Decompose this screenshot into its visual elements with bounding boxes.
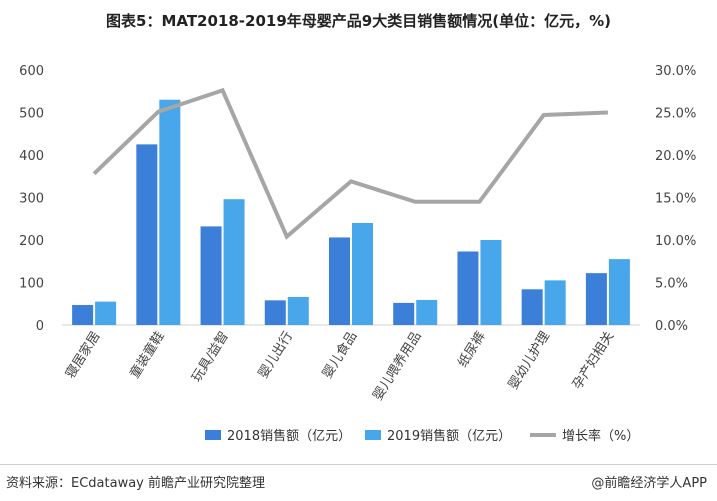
bar-2018-3 bbox=[200, 226, 222, 325]
bar-2019-5 bbox=[352, 223, 373, 325]
legend-item-2018: 2018销售额（亿元） bbox=[205, 425, 351, 444]
x-category-label: 童装童鞋 bbox=[127, 329, 168, 382]
bar-2019-9 bbox=[608, 259, 630, 325]
footer-divider bbox=[0, 464, 717, 465]
bar-2019-1 bbox=[95, 301, 117, 325]
growth-line bbox=[92, 87, 608, 240]
y-left-tick-label: 200 bbox=[19, 234, 44, 249]
brand-note: @前瞻经济学人APP bbox=[591, 476, 707, 491]
legend-label-2019: 2019销售额（亿元） bbox=[387, 429, 512, 444]
y-right-tick-label: 5.0% bbox=[655, 277, 688, 292]
legend-item-2019: 2019销售额（亿元） bbox=[365, 425, 511, 444]
source-note: 资料来源：ECdataway 前瞻产业研究院整理 bbox=[6, 476, 265, 491]
y-left-tick-label: 100 bbox=[19, 277, 44, 292]
bar-2019-3 bbox=[223, 199, 245, 325]
legend-swatch-growth bbox=[530, 432, 556, 437]
x-category-label: 婴儿喂养用品 bbox=[370, 329, 425, 404]
y-left-tick-label: 600 bbox=[19, 64, 44, 79]
combo-chart: 0 100 200 300 400 500 600 0.0% 5.0% 10.0% 15.0% 20… bbox=[19, 64, 696, 404]
bar-2018-1 bbox=[72, 305, 94, 325]
y-right-tick-label: 20.0% bbox=[655, 149, 696, 164]
y-left-tick-label: 0 bbox=[36, 319, 44, 334]
bar-2018-5 bbox=[329, 237, 350, 325]
y-right-tick-label: 30.0% bbox=[655, 64, 696, 79]
bar-2018-9 bbox=[585, 273, 607, 325]
left-axis: 0 100 200 300 400 500 600 bbox=[19, 64, 44, 334]
bar-2019-6 bbox=[416, 299, 438, 325]
y-left-tick-label: 500 bbox=[19, 107, 44, 122]
y-right-tick-label: 0.0% bbox=[655, 319, 688, 334]
x-category-label: 婴幼儿护理 bbox=[506, 329, 553, 392]
x-category-label: 纸尿裤 bbox=[455, 329, 488, 370]
x-category-label: 寝居家居 bbox=[62, 329, 103, 382]
bar-2018-2 bbox=[136, 144, 158, 325]
x-category-label: 玩具/益智 bbox=[189, 329, 232, 385]
y-right-tick-label: 10.0% bbox=[655, 234, 696, 249]
legend: 2018销售额（亿元） 2019销售额（亿元） 增长率（%） bbox=[0, 425, 717, 445]
category-labels: 寝居家居 童装童鞋 玩具/益智 婴儿出行 婴儿食品 婴儿喂养用品 纸尿裤 婴幼儿护理 孕产妇相关 bbox=[62, 329, 617, 404]
bar-2018-7 bbox=[457, 251, 479, 325]
bars bbox=[72, 99, 630, 325]
chart-title: 图表5：MAT2018-2019年母婴产品9大类目销售额情况(单位：亿元，%) bbox=[106, 12, 611, 30]
bar-2019-8 bbox=[544, 280, 566, 325]
bar-2018-6 bbox=[393, 302, 415, 325]
bar-2019-2 bbox=[159, 99, 181, 325]
legend-swatch-2018 bbox=[205, 429, 221, 440]
bar-2019-4 bbox=[287, 296, 309, 325]
bar-2018-8 bbox=[521, 289, 543, 325]
y-right-tick-label: 25.0% bbox=[655, 107, 696, 122]
bar-2019-7 bbox=[480, 240, 502, 325]
y-left-tick-label: 300 bbox=[19, 192, 44, 207]
y-right-tick-label: 15.0% bbox=[655, 192, 696, 207]
right-axis: 0.0% 5.0% 10.0% 15.0% 20.0% 25.0% 30.0% bbox=[655, 64, 696, 334]
x-category-label: 婴儿出行 bbox=[256, 329, 296, 381]
legend-label-2018: 2018销售额（亿元） bbox=[227, 429, 352, 444]
x-category-label: 孕产妇相关 bbox=[569, 329, 617, 393]
legend-label-growth: 增长率（%） bbox=[562, 429, 640, 444]
legend-item-growth: 增长率（%） bbox=[530, 425, 639, 444]
bar-2018-4 bbox=[264, 300, 286, 325]
legend-swatch-2019 bbox=[365, 429, 381, 440]
x-category-label: 婴儿食品 bbox=[319, 329, 360, 382]
y-left-tick-label: 400 bbox=[19, 149, 44, 164]
